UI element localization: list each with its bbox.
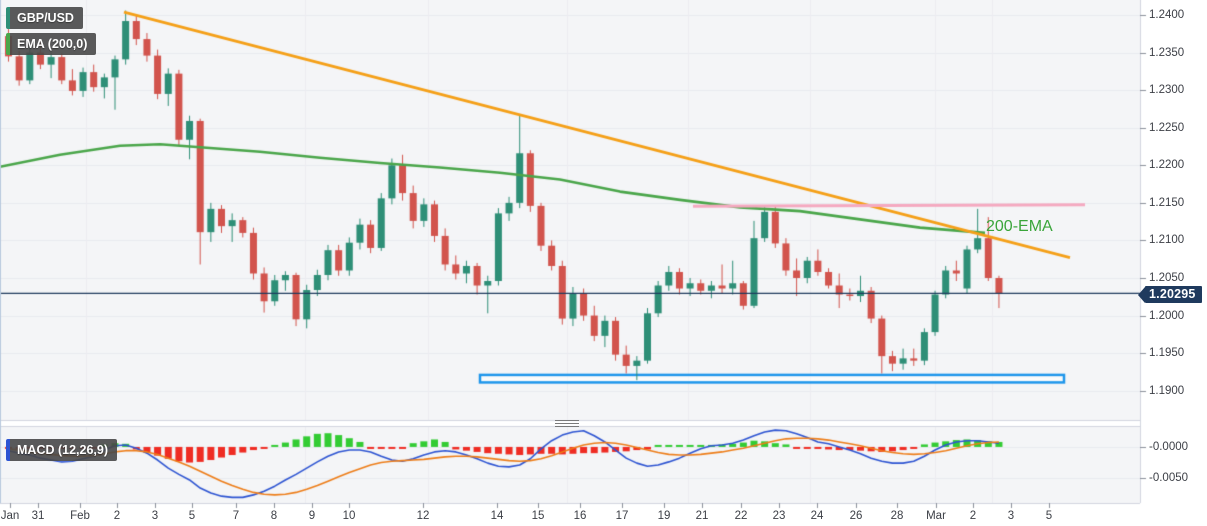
price-axis-label: 1.2000 (1149, 309, 1185, 322)
price-badge-arrow-icon (1138, 286, 1145, 303)
macd-legend-badge[interactable]: MACD (12,26,9) (6, 439, 117, 461)
time-axis-label: 17 (615, 510, 629, 522)
time-axis-label: 26 (849, 510, 863, 522)
time-axis-label: 8 (270, 510, 278, 522)
time-axis-label: 12 (416, 510, 430, 522)
price-axis-label: 1.2250 (1149, 121, 1185, 134)
time-axis-label: 16 (573, 510, 587, 522)
time-axis-label: 21 (695, 510, 709, 522)
macd-axis-label: -0.0000 (1149, 440, 1189, 453)
ema-legend-badge[interactable]: EMA (200,0) (6, 33, 97, 55)
time-axis-label: Jan (0, 510, 20, 522)
time-axis-label: 7 (232, 510, 240, 522)
symbol-legend-badge[interactable]: GBP/USD (6, 7, 83, 29)
time-axis-label: 5 (1045, 510, 1053, 522)
price-axis-label: 1.2350 (1149, 46, 1185, 59)
time-axis-label: Feb (70, 510, 90, 522)
time-axis-label: 3 (151, 510, 159, 522)
time-axis-label: 19 (657, 510, 671, 522)
time-axis-label: 28 (890, 510, 904, 522)
macd-axis-label: -0.0050 (1149, 472, 1189, 485)
price-axis-label: 1.2400 (1149, 9, 1185, 22)
time-axis-label: 9 (308, 510, 316, 522)
time-axis-label: 31 (31, 510, 45, 522)
time-axis-label: 22 (734, 510, 748, 522)
time-axis-label: 10 (342, 510, 356, 522)
price-axis-label: 1.1950 (1149, 347, 1185, 360)
price-axis[interactable]: 1.2400 1.2350 1.2300 1.2250 1.2200 1.2150 1.21… (1140, 0, 1207, 503)
pane-resize-handle[interactable] (555, 420, 579, 427)
current-price-badge: 1.20295 (1138, 286, 1202, 303)
time-axis-label: 15 (531, 510, 545, 522)
time-axis-label: 23 (772, 510, 786, 522)
ema-annotation-label: 200-EMA (986, 218, 1053, 235)
time-axis-label: 5 (188, 510, 196, 522)
current-price-value: 1.20295 (1145, 286, 1202, 303)
price-axis-label: 1.1900 (1149, 384, 1185, 397)
time-axis-label: 2 (969, 510, 977, 522)
price-axis-label: 1.2050 (1149, 271, 1185, 284)
time-axis-label: 3 (1007, 510, 1015, 522)
time-axis-label: Mar (926, 510, 946, 522)
time-axis-label: 14 (490, 510, 504, 522)
price-axis-label: 1.2300 (1149, 84, 1185, 97)
time-axis-label: 2 (113, 510, 121, 522)
price-axis-label: 1.2100 (1149, 234, 1185, 247)
time-axis-label: 24 (810, 510, 824, 522)
price-axis-label: 1.2150 (1149, 196, 1185, 209)
time-axis[interactable]: Jan 31 Feb 2 3 5 7 8 9 10 12 14 15 16 17 19 21 22 23 24 26 28… (0, 503, 1140, 526)
price-axis-label: 1.2200 (1149, 159, 1185, 172)
